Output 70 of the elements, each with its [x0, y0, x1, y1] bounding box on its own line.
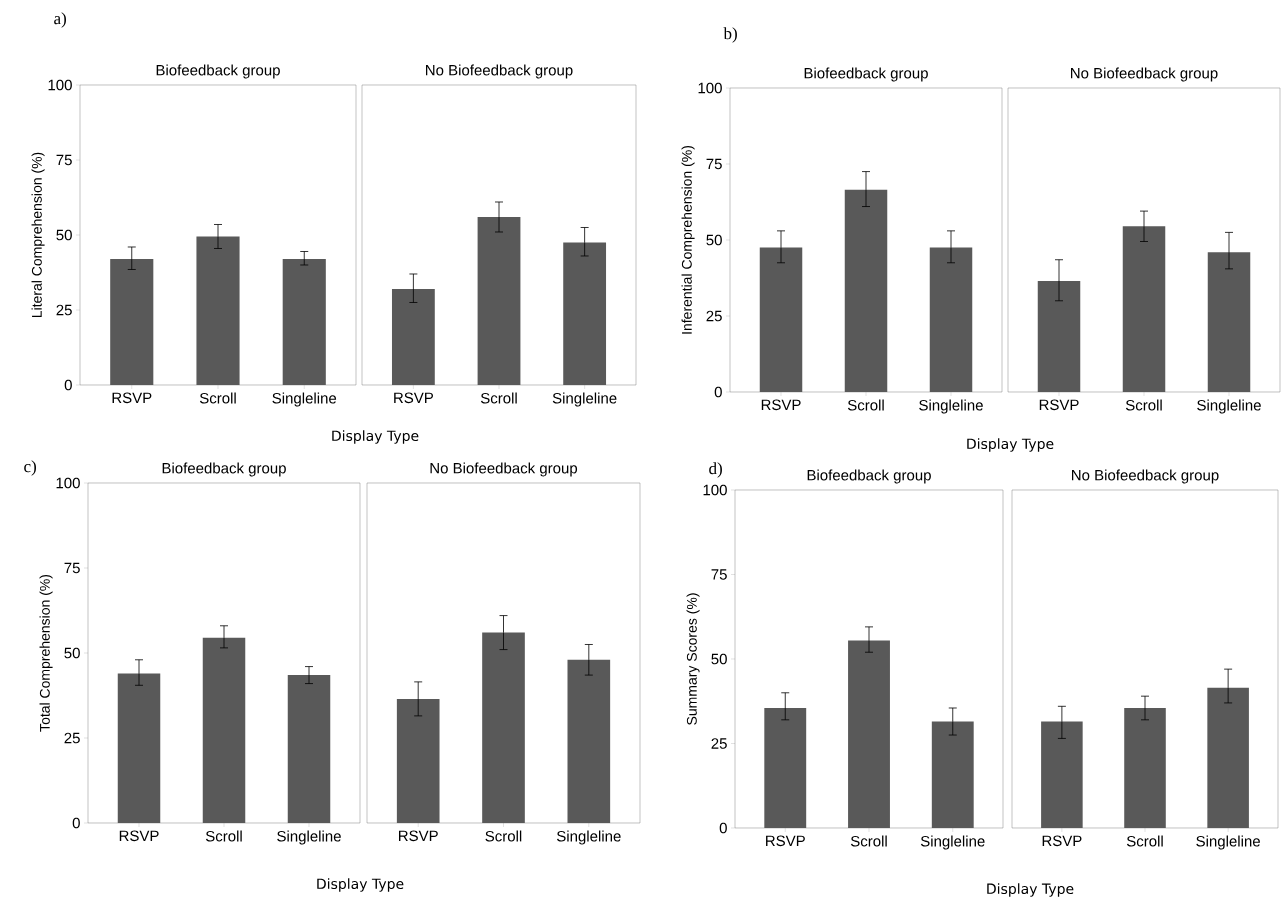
y-tick-label: 75 — [64, 562, 80, 574]
x-tick-label: RSVP — [119, 830, 159, 842]
x-axis-title: Display Type — [332, 430, 419, 444]
chart-title: Biofeedback group — [156, 64, 280, 79]
x-tick-label: RSVP — [1039, 399, 1079, 411]
x-tick-label: Singleline — [919, 399, 983, 414]
x-tick-label: RSVP — [394, 392, 434, 404]
x-tick-label: Singleline — [552, 392, 617, 407]
x-tick-label: Singleline — [272, 392, 337, 407]
x-axis-title: Display Type — [317, 878, 404, 892]
bar — [117, 673, 161, 823]
x-tick-label: Scroll — [1125, 399, 1162, 411]
y-tick-label: 100 — [698, 82, 722, 94]
x-tick-label: Scroll — [199, 392, 236, 404]
chart-title: No Biofeedback group — [430, 462, 578, 477]
y-tick-label: 0 — [719, 822, 727, 834]
y-axis-title: Summary Scores (%) — [686, 593, 700, 725]
x-tick-label: RSVP — [766, 835, 805, 847]
x-tick-label: Scroll — [847, 399, 884, 411]
y-axis-title: Total Comprehension (%) — [39, 574, 53, 732]
y-tick-label: 0 — [72, 817, 80, 829]
bar — [848, 640, 890, 828]
chart-title: Biofeedback group — [804, 67, 928, 82]
x-tick-label: Scroll — [1126, 835, 1163, 847]
x-tick-label: Scroll — [480, 392, 517, 404]
bar — [764, 707, 807, 828]
y-tick-label: 50 — [706, 234, 722, 246]
y-axis-title: Literal Comprehension (%) — [31, 152, 45, 318]
x-tick-label: RSVP — [1042, 835, 1082, 847]
y-tick-label: 25 — [56, 304, 72, 316]
y-tick-label: 50 — [56, 229, 72, 241]
chart-title: Biofeedback group — [162, 462, 286, 477]
x-tick-label: Scroll — [850, 835, 887, 847]
bar — [287, 675, 331, 823]
y-tick-label: 0 — [714, 386, 722, 398]
x-tick-label: RSVP — [112, 392, 152, 404]
x-tick-label: Singleline — [1196, 835, 1260, 850]
y-tick-label: 100 — [703, 484, 727, 496]
x-tick-label: Singleline — [1197, 399, 1261, 414]
y-tick-label: 25 — [711, 738, 727, 749]
chart-title: No Biofeedback group — [426, 64, 573, 79]
x-tick-label: RSVP — [399, 830, 438, 842]
text: d) — [709, 462, 722, 478]
x-axis-title: Display Type — [987, 883, 1074, 897]
x-tick-label: Scroll — [205, 830, 242, 842]
text: a) — [54, 12, 66, 28]
bar — [931, 721, 974, 828]
y-tick-label: 50 — [711, 653, 727, 665]
y-tick-label: 75 — [56, 154, 72, 166]
y-tick-label: 25 — [64, 732, 80, 744]
x-tick-label: Singleline — [920, 835, 985, 850]
x-tick-label: Singleline — [277, 830, 341, 845]
text: b) — [723, 27, 737, 43]
bar — [202, 637, 246, 823]
y-tick-label: 25 — [706, 310, 722, 322]
y-tick-label: 0 — [64, 379, 72, 391]
x-axis-title: Display Type — [967, 438, 1054, 452]
chart-title: No Biofeedback group — [1072, 469, 1219, 484]
chart-title: No Biofeedback group — [1071, 67, 1218, 82]
chart-title: Biofeedback group — [807, 469, 931, 484]
y-tick-label: 75 — [711, 569, 727, 580]
x-tick-label: RSVP — [761, 399, 801, 411]
x-tick-label: Scroll — [485, 830, 522, 842]
text: c) — [24, 460, 36, 476]
y-tick-label: 75 — [706, 158, 722, 170]
y-tick-label: 100 — [48, 79, 72, 91]
x-tick-label: Singleline — [556, 830, 621, 845]
y-axis-title: Inferential Comprehension (%) — [681, 145, 695, 334]
y-tick-label: 100 — [56, 477, 80, 489]
y-tick-label: 50 — [64, 647, 80, 659]
